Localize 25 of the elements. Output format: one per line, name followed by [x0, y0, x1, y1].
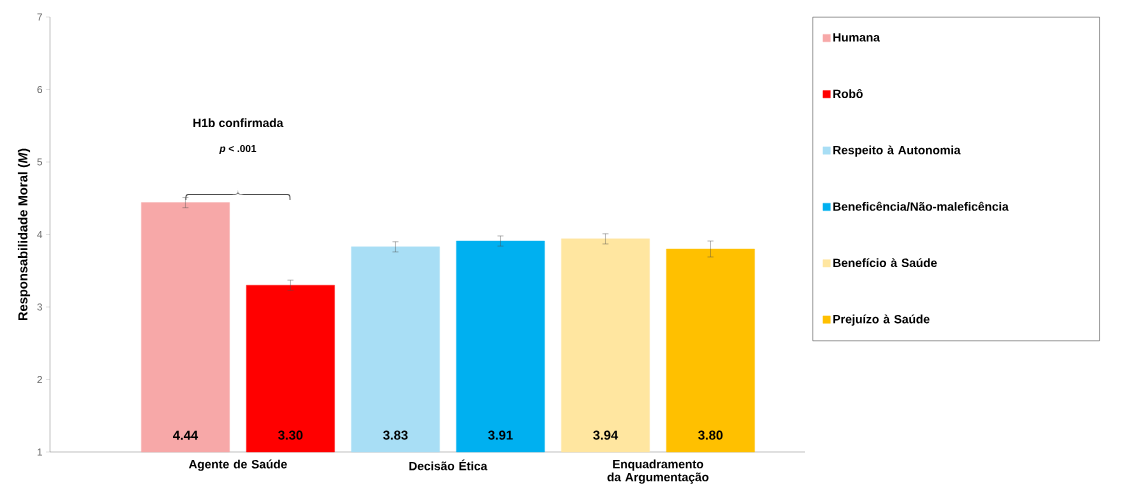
y-tick-label: 2: [37, 376, 42, 383]
legend-label: Prejuízo à Saúde: [833, 314, 930, 326]
data-label: 4.44: [173, 430, 199, 440]
annotation: H1b confirmada: [193, 118, 284, 128]
annotation: p < .001: [219, 145, 257, 155]
data-label: 3.80: [698, 430, 723, 440]
legend-label: Humana: [833, 33, 880, 42]
legend-label: Benefício à Saúde: [833, 258, 937, 268]
y-tick-label: 1: [37, 448, 42, 456]
y-axis-title: Responsabilidade Moral (M): [17, 148, 31, 321]
legend-label: Respeito à Autonomia: [833, 145, 961, 157]
legend-label: Beneficência/Não-maleficência: [833, 201, 1009, 211]
y-tick-label: 7: [37, 13, 42, 21]
x-tick-label: Decisão Ética: [409, 459, 488, 471]
y-tick-label: 6: [37, 85, 43, 94]
data-label: 3.91: [488, 430, 513, 440]
x-tick-label: Agente de Saúde: [188, 459, 287, 471]
y-tick-label: 4: [37, 231, 43, 238]
y-tick-label: 3: [37, 303, 43, 311]
y-tick-label: 5: [37, 158, 43, 166]
x-tick-label: Enquadramento da Argumentação: [607, 459, 709, 484]
data-label: 3.94: [593, 430, 619, 440]
data-label: 3.30: [278, 430, 303, 440]
legend-label: Robô: [833, 88, 863, 99]
data-label: 3.83: [383, 430, 408, 440]
